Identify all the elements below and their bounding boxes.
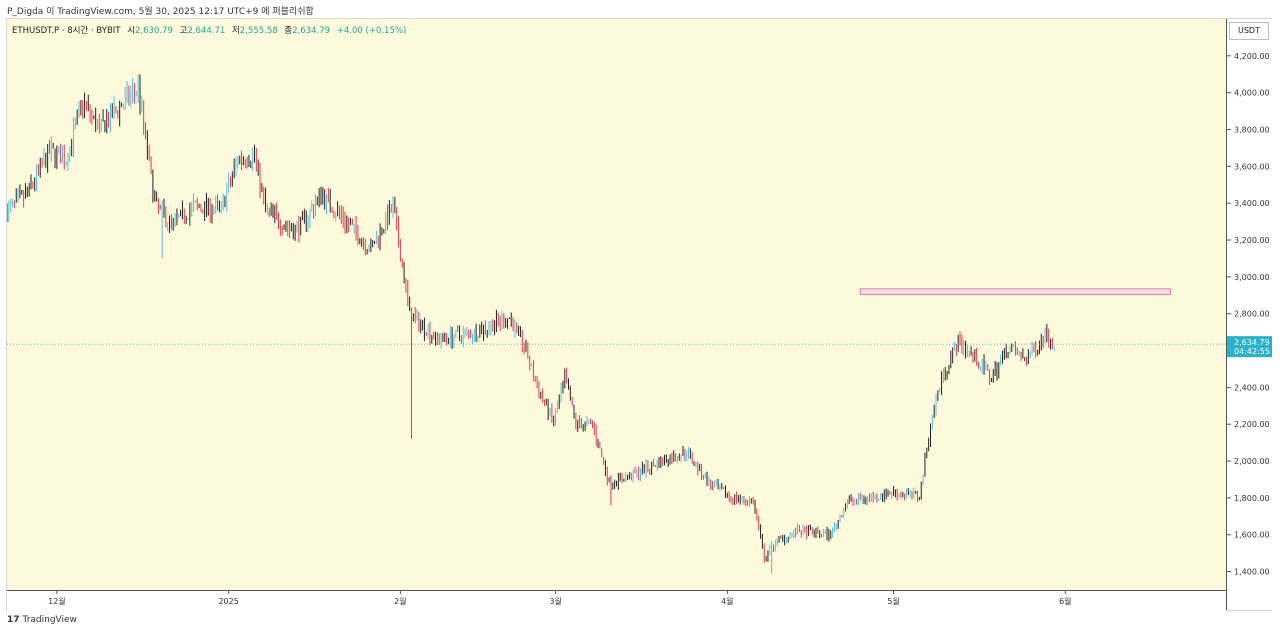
low-value: 2,555.58 (239, 26, 278, 36)
time-tick-label: 4월 (721, 596, 733, 606)
price-tick-label: 4,000.00 (1234, 89, 1270, 98)
close-label: 종 (284, 26, 293, 36)
high-value: 2,644.71 (187, 26, 226, 36)
countdown-value: 04:42:55 (1234, 347, 1270, 356)
close-value: 2,634.79 (292, 26, 331, 36)
price-tick-label: 3,000.00 (1234, 273, 1270, 282)
time-axis[interactable]: 12월 2025 2월 3월 4월 5월 6월 (7, 590, 1226, 611)
price-tick-label: 2,000.00 (1234, 457, 1270, 466)
change-value: +4.00 (+0.15%) (336, 26, 407, 36)
price-tick-label: 1,600.00 (1234, 531, 1270, 540)
low-label: 저 (231, 26, 240, 36)
resistance-zone (859, 288, 1172, 295)
footer-brand[interactable]: 17 TradingView (7, 615, 77, 625)
currency-button[interactable]: USDT (1229, 22, 1269, 40)
candles (7, 74, 1055, 574)
time-tick-label: 2월 (394, 596, 406, 606)
candlestick-chart (7, 74, 1226, 574)
price-axis[interactable]: 1,400.00 1,600.00 1,800.00 2,000.00 2,200.00… (1226, 19, 1272, 610)
open-value: 2,630.79 (135, 26, 173, 36)
plot-area[interactable] (7, 19, 1226, 590)
time-tick-label: 6월 (1059, 596, 1071, 606)
price-axis-labels: 1,400.00 1,600.00 1,800.00 2,000.00 2,200.00… (1227, 52, 1272, 577)
open-label: 시 (127, 26, 136, 36)
attribution-text: P_Digda 이 TradingView.com, 5월 30, 2025 1… (7, 7, 314, 17)
symbol-info: ETHUSDT.P · 8시간 · BYBIT (12, 26, 121, 36)
symbol-legend: ETHUSDT.P · 8시간 · BYBIT 시2,630.79 고2,644… (12, 24, 406, 36)
attribution-bar: P_Digda 이 TradingView.com, 5월 30, 2025 1… (0, 0, 1280, 18)
price-tick-label: 1,800.00 (1234, 494, 1270, 503)
price-tick-label: 3,600.00 (1234, 162, 1270, 171)
price-tick-label: 2,800.00 (1234, 310, 1270, 319)
last-price-badge (1227, 336, 1272, 358)
price-tick-label: 2,400.00 (1234, 383, 1270, 392)
price-tick-label: 3,400.00 (1234, 199, 1270, 208)
price-tick-label: 3,200.00 (1234, 236, 1270, 245)
time-tick-label: 2025 (218, 597, 238, 606)
time-tick-label: 5월 (887, 596, 899, 606)
time-tick-label: 3월 (549, 596, 561, 606)
price-tick-label: 4,200.00 (1234, 52, 1270, 61)
time-tick-label: 12월 (48, 596, 66, 606)
tradingview-brand: TradingView (22, 615, 77, 625)
high-label: 고 (179, 26, 188, 36)
time-axis-labels: 12월 2025 2월 3월 4월 5월 6월 (48, 591, 1072, 606)
price-tick-label: 2,200.00 (1234, 420, 1270, 429)
price-tick-label: 3,800.00 (1234, 126, 1270, 135)
last-price-value: 2,634.79 (1234, 338, 1270, 347)
price-tick-label: 1,400.00 (1234, 568, 1270, 577)
tradingview-logo-icon: 17 (7, 615, 20, 625)
